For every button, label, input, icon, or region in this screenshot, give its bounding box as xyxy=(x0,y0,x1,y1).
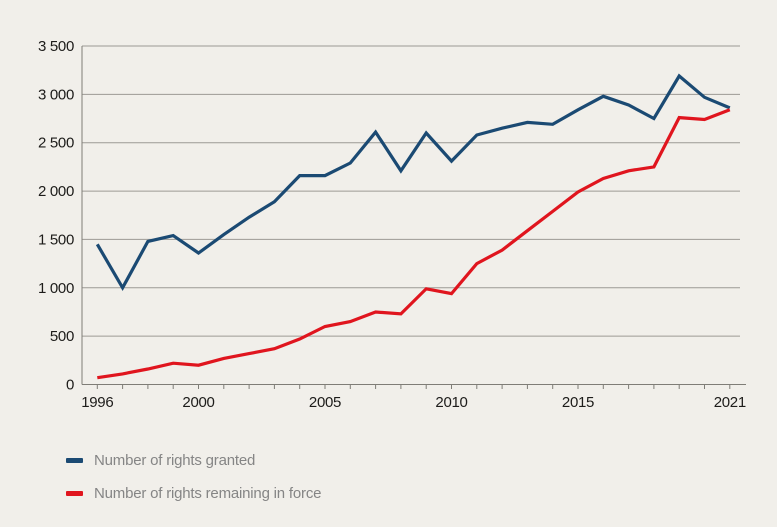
y-tick-label: 0 xyxy=(66,377,74,394)
series-line-rights-remaining xyxy=(97,108,731,380)
legend-label-rights-remaining: Number of rights remaining in force xyxy=(94,484,322,502)
y-tick-label: 500 xyxy=(50,328,74,345)
legend-item-rights-remaining: Number of rights remaining in force xyxy=(66,483,321,503)
y-tick-label: 1 500 xyxy=(38,231,74,248)
y-tick-label: 3 000 xyxy=(38,86,74,103)
y-tick-label: 1 000 xyxy=(38,280,74,297)
x-tick-label: 2021 xyxy=(714,394,746,411)
x-tick-label: 2000 xyxy=(182,394,214,411)
chart-legend: Number of rights granted Number of right… xyxy=(66,450,321,516)
x-tick-label: 2015 xyxy=(562,394,594,411)
legend-swatch-rights-remaining xyxy=(66,490,83,496)
legend-item-rights-granted: Number of rights granted xyxy=(66,450,321,470)
y-tick-label: 3 500 xyxy=(38,38,74,55)
y-tick-label: 2 000 xyxy=(38,183,74,200)
legend-swatch-rights-granted xyxy=(66,457,83,463)
x-tick-label: 1996 xyxy=(81,394,113,411)
series-line-rights-granted xyxy=(95,73,731,292)
y-tick-label: 2 500 xyxy=(38,135,74,152)
legend-label-rights-granted: Number of rights granted xyxy=(94,451,256,469)
x-tick-label: 2005 xyxy=(309,394,341,411)
x-tick-label: 2010 xyxy=(435,394,467,411)
